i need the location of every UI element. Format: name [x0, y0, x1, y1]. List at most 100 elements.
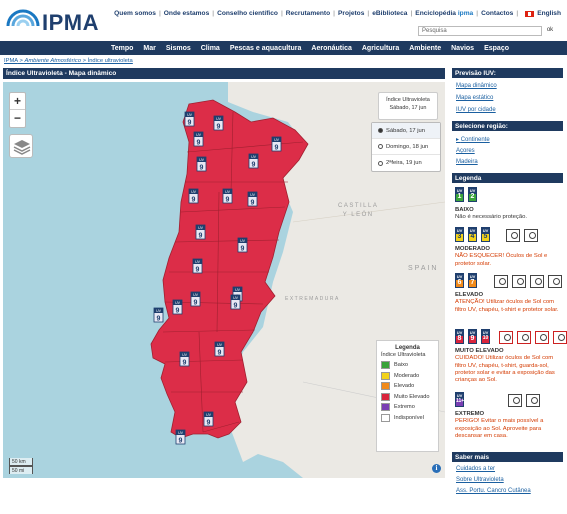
sunglasses-icon	[506, 229, 520, 242]
uv-marker-icon[interactable]: UV 9	[230, 294, 241, 310]
portugal-region[interactable]	[150, 99, 309, 439]
nav-mar[interactable]: Mar	[143, 44, 156, 52]
nav-pescas[interactable]: Pescas e aquacultura	[229, 44, 302, 52]
legend-item-label: Moderado	[394, 372, 420, 379]
icons-elevado: UV 6 UV 7	[455, 273, 562, 288]
link-cuidados[interactable]: Cuidados a ter	[456, 466, 496, 472]
link-cancro[interactable]: Ass. Portu. Cancro Cutânea	[456, 488, 531, 494]
logo-arc-icon	[6, 9, 40, 27]
link-mapa-estatico[interactable]: Mapa estático	[456, 95, 494, 101]
nav-espaco[interactable]: Espaço	[484, 44, 509, 52]
uv-marker-icon[interactable]: UV 9	[247, 191, 258, 207]
topnav-onde-estamos[interactable]: Onde estamos	[163, 10, 210, 17]
svg-text:9: 9	[234, 302, 238, 309]
topnav-projetos[interactable]: Projetos	[338, 10, 365, 17]
tshirt-icon	[530, 275, 544, 288]
nav-ambiente[interactable]: Ambiente	[409, 44, 442, 52]
svg-text:UV: UV	[206, 413, 212, 417]
uv-marker-icon[interactable]: UV 9	[237, 237, 248, 253]
uv-map[interactable]: UV9UV9UV9UV9UV9UV9UV9UV9UV9UV9UV9UV9UV9U…	[3, 82, 445, 478]
uk-flag-icon	[525, 10, 535, 17]
uv-marker-icon[interactable]: UV 9	[192, 258, 203, 274]
topnav-ebiblioteca[interactable]: eBiblioteca	[372, 10, 408, 17]
level-elevado: ELEVADO ATENÇÃO! Utilizar óculos de Sol …	[455, 292, 563, 314]
zoom-out-button[interactable]: −	[13, 111, 21, 125]
topnav-contactos[interactable]: Contactos	[481, 10, 514, 17]
uv-marker-icon[interactable]: UV 9	[203, 411, 214, 427]
map-scale: 50 km 50 mi	[9, 458, 33, 474]
brand-name: IPMA	[42, 10, 99, 35]
breadcrumb-current[interactable]: Índice ultravioleta	[87, 58, 133, 64]
svg-text:9: 9	[197, 139, 201, 146]
breadcrumb-ipma[interactable]: IPMA	[4, 58, 18, 64]
legend-item-label: Muito Elevado	[394, 393, 430, 400]
link-iuv-cidade[interactable]: IUV por cidade	[456, 107, 496, 113]
svg-text:UV: UV	[235, 288, 241, 292]
day-option-domingo[interactable]: Domingo, 18 jun	[372, 139, 440, 155]
nav-aeronautica[interactable]: Aeronáutica	[311, 44, 352, 52]
day-option-segunda[interactable]: 2ªfeira, 19 jun	[372, 155, 440, 171]
link-madeira[interactable]: Madeira	[456, 159, 478, 165]
svg-text:9: 9	[188, 119, 192, 126]
zoom-in-button[interactable]: +	[10, 93, 25, 110]
uv-marker-icon[interactable]: UV 9	[153, 307, 164, 323]
layers-button[interactable]	[9, 134, 33, 158]
topnav-quem-somos[interactable]: Quem somos	[114, 10, 156, 17]
svg-text:UV: UV	[182, 353, 188, 357]
uv-marker-icon[interactable]: UV 9	[193, 131, 204, 147]
nav-agricultura[interactable]: Agricultura	[361, 44, 400, 52]
label-castilla: CASTILLA Y LEÓN	[338, 203, 379, 218]
legend-swatch	[381, 413, 390, 422]
legend-item-indisponivel: Indisponível	[381, 413, 434, 424]
day-option-sabado[interactable]: Sábado, 17 jun	[372, 123, 440, 139]
link-mapa-dinamico[interactable]: Mapa dinâmico	[456, 83, 497, 89]
svg-text:UV: UV	[175, 301, 181, 305]
uv-marker-icon[interactable]: UV 9	[271, 136, 282, 152]
uv-marker-icon[interactable]: UV 9	[195, 224, 206, 240]
legend-item-elevado: Elevado	[381, 381, 434, 392]
uv-marker-icon[interactable]: UV 9	[214, 341, 225, 357]
uv-marker-icon[interactable]: UV 9	[172, 299, 183, 315]
uv-marker-icon[interactable]: UV 9	[190, 291, 201, 307]
level-muito-text: CUIDADO! Utilizar óculos de Sol com filt…	[455, 355, 555, 384]
topnav-conselho[interactable]: Conselho científico	[217, 10, 278, 17]
language-english[interactable]: English	[537, 10, 561, 17]
search-ok-button[interactable]: ok	[546, 27, 554, 33]
uv-marker-icon[interactable]: UV 9	[188, 188, 199, 204]
uv-marker-icon[interactable]: UV 9	[248, 153, 259, 169]
svg-text:UV: UV	[193, 293, 199, 297]
legend-item-muito-elevado: Muito Elevado	[381, 392, 434, 403]
icons-muito-elevado: UV 8 UV 9 UV 10	[455, 329, 567, 344]
nav-sismos[interactable]: Sismos	[165, 44, 191, 52]
topnav-enciclopedia[interactable]: Enciclopédia ipma	[415, 10, 473, 17]
nav-navios[interactable]: Navios	[451, 44, 475, 52]
svg-text:9: 9	[157, 315, 161, 322]
info-icon[interactable]: i	[432, 464, 441, 473]
link-continente[interactable]: ▸ Continente	[456, 137, 490, 143]
svg-text:9: 9	[207, 419, 211, 426]
search-input[interactable]: Pesquisa	[418, 26, 542, 36]
svg-text:9: 9	[192, 196, 196, 203]
link-acores[interactable]: Açores	[456, 148, 475, 154]
level-elevado-name: ELEVADO	[455, 292, 484, 298]
uv-marker-icon[interactable]: UV 9	[184, 111, 195, 127]
uv-marker-icon[interactable]: UV 9	[222, 188, 233, 204]
uv-marker-icon[interactable]: UV 9	[196, 156, 207, 172]
ipma-logo[interactable]: IPMA	[6, 8, 106, 35]
nav-tempo[interactable]: Tempo	[110, 44, 134, 52]
district-borders	[162, 111, 304, 433]
svg-text:9: 9	[251, 199, 255, 206]
breadcrumb-ambiente[interactable]: Ambiente Atmosférico	[24, 58, 81, 64]
svg-text:UV: UV	[191, 190, 197, 194]
radio-icon	[378, 160, 383, 166]
uv-marker-icon[interactable]: UV 9	[179, 351, 190, 367]
hat-icon	[512, 275, 526, 288]
topnav-recrutamento[interactable]: Recrutamento	[285, 10, 331, 17]
uv-7-icon: UV 7	[468, 273, 477, 288]
level-moderado-text: NÃO ESQUECER! Óculos de Sol e protetor s…	[455, 253, 548, 267]
link-sobre-uv[interactable]: Sobre Ultravioleta	[456, 477, 504, 483]
uv-1-icon: UV 1	[455, 187, 464, 202]
uv-marker-icon[interactable]: UV 9	[175, 429, 186, 445]
uv-marker-icon[interactable]: UV 9	[213, 115, 224, 131]
nav-clima[interactable]: Clima	[200, 44, 220, 52]
